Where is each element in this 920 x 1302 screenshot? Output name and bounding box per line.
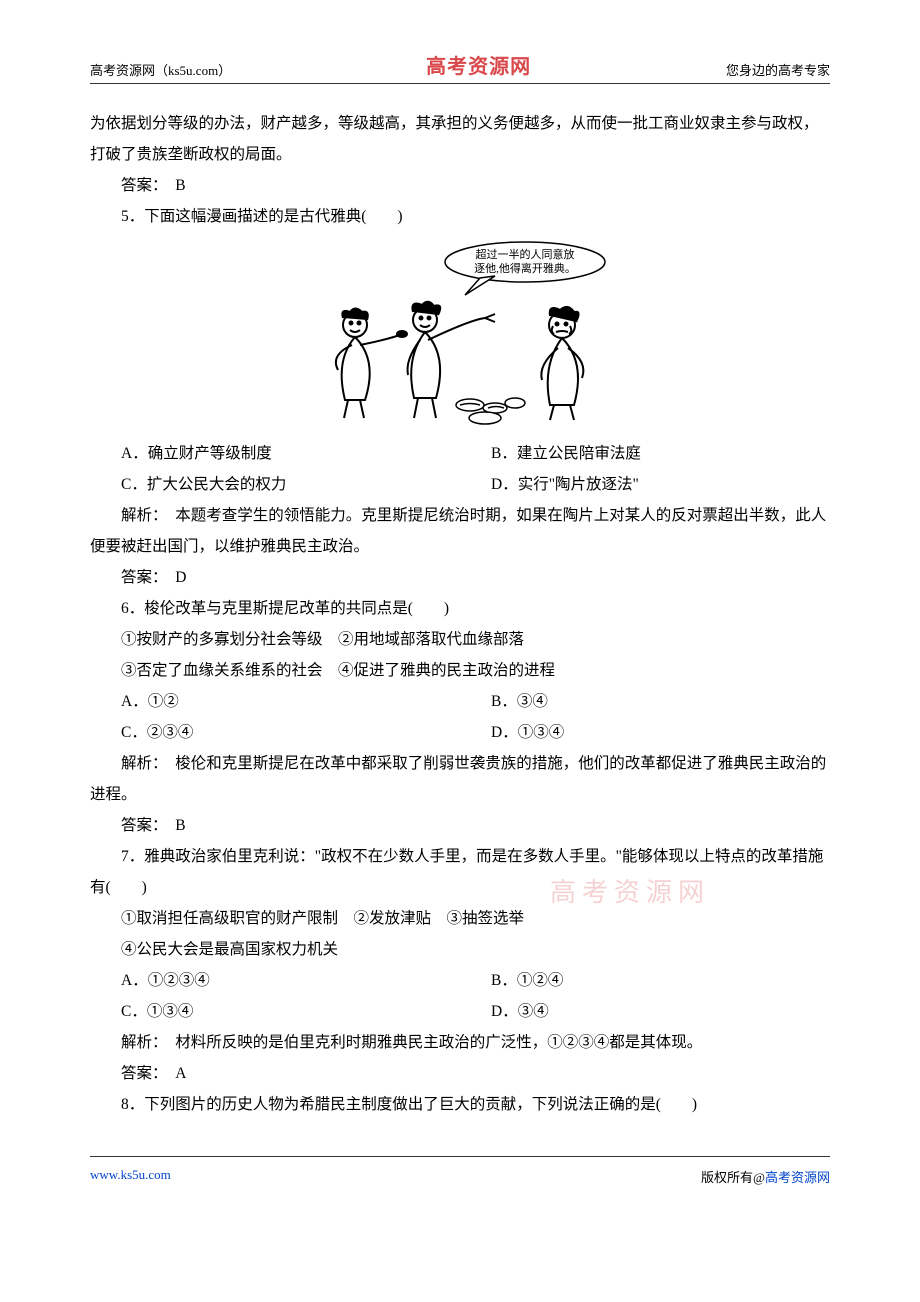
footer-copyright: 版权所有@高考资源网 [701, 1167, 830, 1186]
explanation-label: 解析： [121, 755, 175, 772]
answer-label: 答案： [121, 1065, 175, 1082]
document-body: 为依据划分等级的办法，财产越多，等级越高，其承担的义务便越多，从而使一批工商业奴… [90, 108, 830, 1120]
q7-answer: 答案： A [90, 1058, 830, 1089]
q6-explanation-text: 梭伦和克里斯提尼在改革中都采取了削弱世袭贵族的措施，他们的改革都促进了雅典民主政… [90, 755, 826, 803]
q8-stem: 8．下列图片的历史人物为希腊民主制度做出了巨大的贡献，下列说法正确的是( ) [90, 1089, 830, 1120]
prev-question-continuation: 为依据划分等级的办法，财产越多，等级越高，其承担的义务便越多，从而使一批工商业奴… [90, 108, 830, 170]
q5-cartoon: 超过一半的人同意放 逐他,他得离开雅典。 [90, 240, 830, 430]
footer-url: www.ks5u.com [90, 1167, 171, 1186]
explanation-label: 解析： [121, 507, 175, 524]
q5-option-a: A．确立财产等级制度 [90, 438, 460, 469]
q6-option-a: A．①② [90, 686, 460, 717]
q5-stem: 5．下面这幅漫画描述的是古代雅典( ) [90, 201, 830, 232]
q7-stem: 7．雅典政治家伯里克利说："政权不在少数人手里，而是在多数人手里。"能够体现以上… [90, 841, 830, 903]
q6-option-d: D．①③④ [460, 717, 830, 748]
answer-4: 答案： B [90, 170, 830, 201]
q5-explanation: 解析： 本题考查学生的领悟能力。克里斯提尼统治时期，如果在陶片上对某人的反对票超… [90, 500, 830, 562]
q7-option-a: A．①②③④ [90, 965, 460, 996]
q7-explanation-text: 材料所反映的是伯里克利时期雅典民主政治的广泛性，①②③④都是其体现。 [175, 1034, 702, 1051]
q7-options-row1: A．①②③④ B．①②④ [90, 965, 830, 996]
explanation-label: 解析： [121, 1034, 175, 1051]
answer-label: 答案： [121, 569, 175, 586]
q6-option-c: C．②③④ [90, 717, 460, 748]
q5-option-b: B．建立公民陪审法庭 [460, 438, 830, 469]
page-footer: www.ks5u.com 版权所有@高考资源网 [90, 1156, 830, 1186]
bubble-line-1: 超过一半的人同意放 [476, 247, 575, 261]
ostracism-cartoon-icon: 超过一半的人同意放 逐他,他得离开雅典。 [310, 240, 610, 430]
answer-4-value: B [175, 177, 185, 194]
q7-option-c: C．①③④ [90, 996, 460, 1027]
header-right: 您身边的高考专家 [726, 60, 830, 79]
q6-options-row1: A．①② B．③④ [90, 686, 830, 717]
q6-options-row2: C．②③④ D．①③④ [90, 717, 830, 748]
q5-answer-value: D [175, 569, 186, 586]
answer-label: 答案： [121, 817, 175, 834]
footer-copyright-label: 版权所有@ [701, 1170, 765, 1185]
q6-explanation: 解析： 梭伦和克里斯提尼在改革中都采取了削弱世袭贵族的措施，他们的改革都促进了雅… [90, 748, 830, 810]
q7-option-b: B．①②④ [460, 965, 830, 996]
header-left: 高考资源网（ks5u.com） [90, 60, 231, 79]
header-center-logo: 高考资源网 [426, 50, 531, 79]
q5-option-d: D．实行"陶片放逐法" [460, 469, 830, 500]
q6-stem: 6．梭伦改革与克里斯提尼改革的共同点是( ) [90, 593, 830, 624]
q7-option-d: D．③④ [460, 996, 830, 1027]
q6-answer: 答案： B [90, 810, 830, 841]
q6-sub1: ①按财产的多寡划分社会等级 ②用地域部落取代血缘部落 [90, 624, 830, 655]
q5-option-c: C．扩大公民大会的权力 [90, 469, 460, 500]
q7-sub2: ④公民大会是最高国家权力机关 [90, 934, 830, 965]
q6-answer-value: B [175, 817, 185, 834]
q7-options-row2: C．①③④ D．③④ [90, 996, 830, 1027]
q7-explanation: 解析： 材料所反映的是伯里克利时期雅典民主政治的广泛性，①②③④都是其体现。 [90, 1027, 830, 1058]
q6-option-b: B．③④ [460, 686, 830, 717]
q7-sub1: ①取消担任高级职官的财产限制 ②发放津贴 ③抽签选举 [90, 903, 830, 934]
footer-copyright-brand: 高考资源网 [765, 1170, 830, 1185]
q5-answer: 答案： D [90, 562, 830, 593]
page-header: 高考资源网（ks5u.com） 高考资源网 您身边的高考专家 [90, 50, 830, 84]
q5-options-row2: C．扩大公民大会的权力 D．实行"陶片放逐法" [90, 469, 830, 500]
q5-options-row1: A．确立财产等级制度 B．建立公民陪审法庭 [90, 438, 830, 469]
q7-answer-value: A [175, 1065, 186, 1082]
answer-label: 答案： [121, 177, 175, 194]
bubble-line-2: 逐他,他得离开雅典。 [474, 261, 576, 275]
q5-explanation-text: 本题考查学生的领悟能力。克里斯提尼统治时期，如果在陶片上对某人的反对票超出半数，… [90, 507, 826, 555]
q6-sub2: ③否定了血缘关系维系的社会 ④促进了雅典的民主政治的进程 [90, 655, 830, 686]
